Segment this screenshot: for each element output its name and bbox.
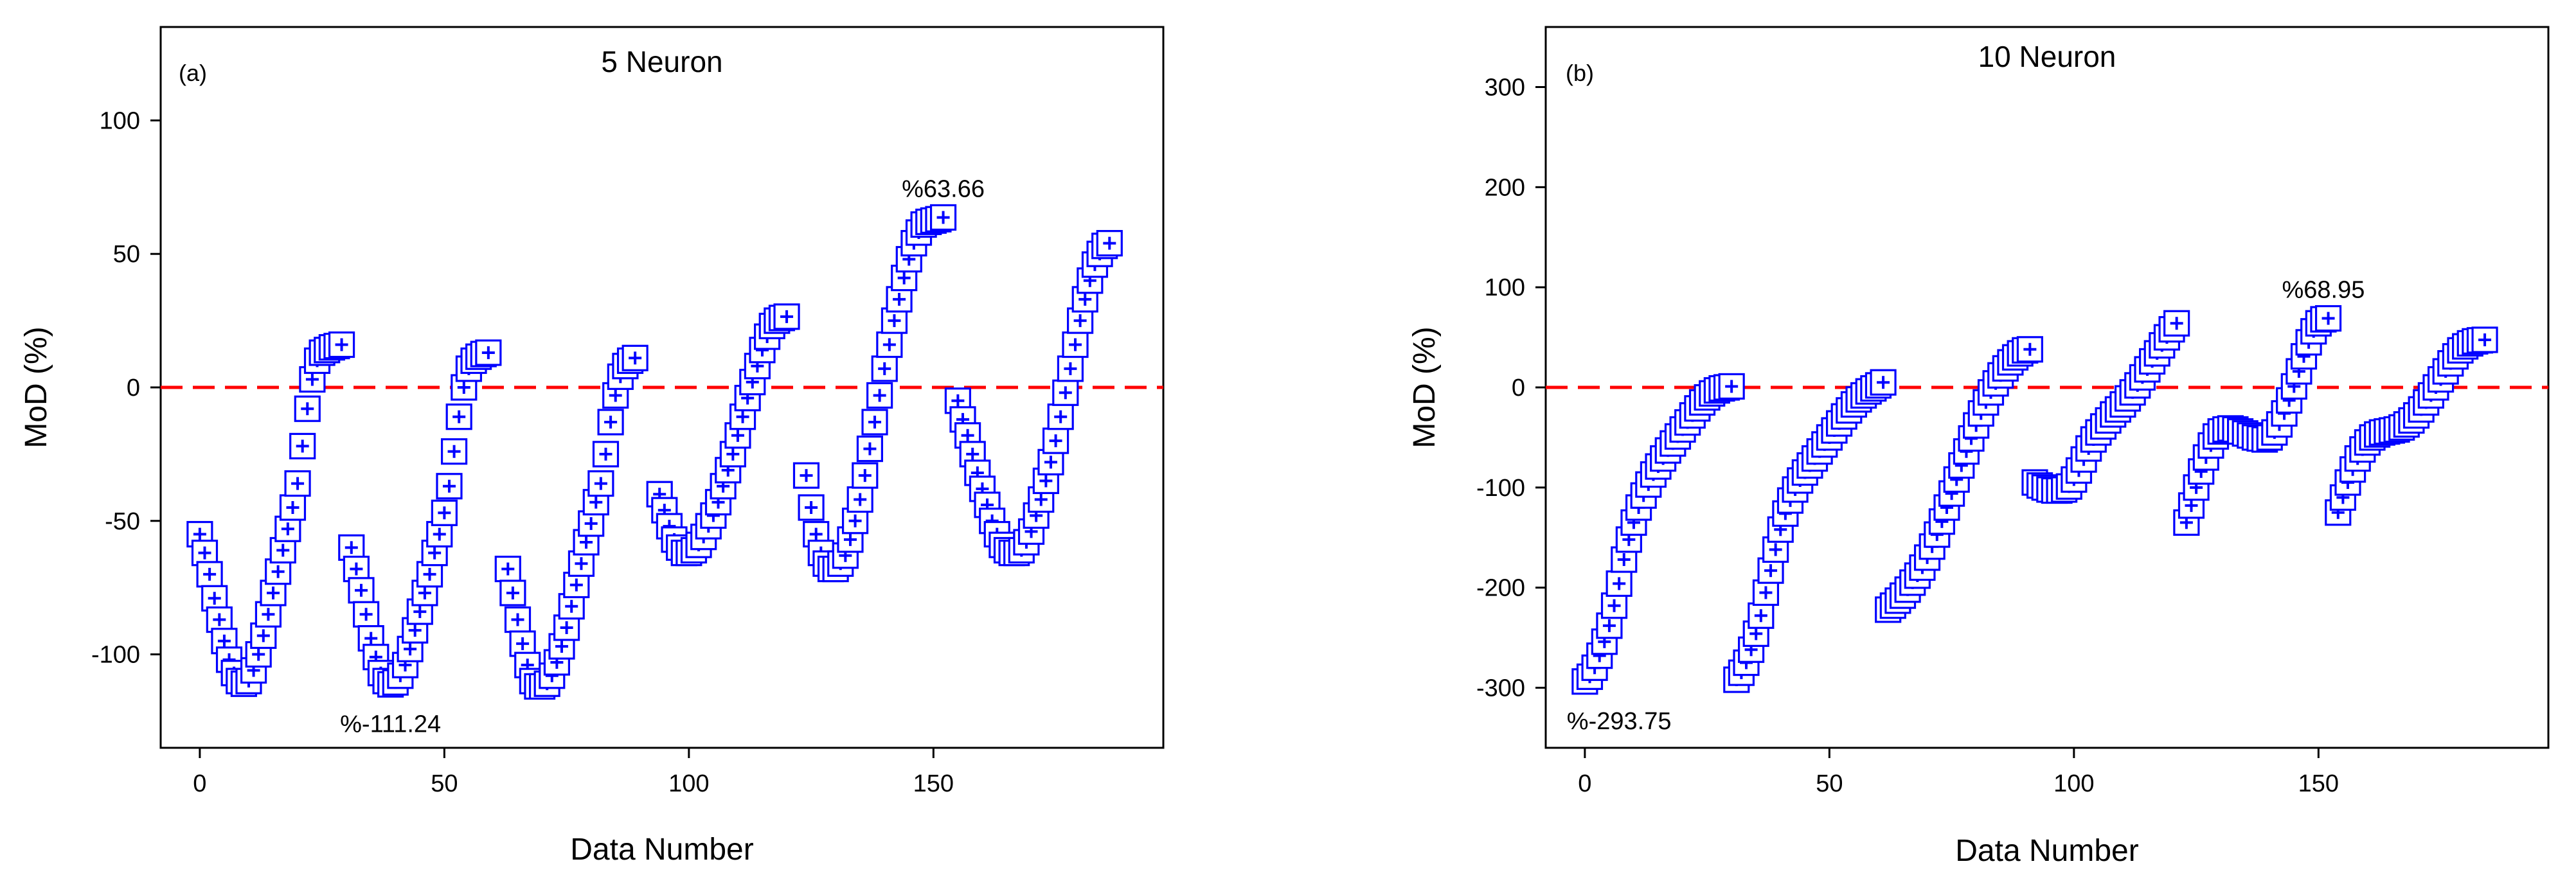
data-point xyxy=(1047,403,1074,430)
data-point xyxy=(353,601,380,628)
data-point xyxy=(861,409,888,436)
data-point xyxy=(1096,230,1123,257)
x-tick-label: 0 xyxy=(193,770,206,797)
extreme-value-annotation: %63.66 xyxy=(902,175,985,202)
extreme-value-annotation: %68.95 xyxy=(2282,277,2365,304)
data-point xyxy=(792,462,820,489)
data-point xyxy=(1752,579,1780,606)
data-point xyxy=(499,579,526,606)
data-point xyxy=(348,577,375,604)
y-tick-label: -100 xyxy=(1476,475,1525,502)
data-point xyxy=(1052,379,1079,406)
y-axis-label: MoD (%) xyxy=(1408,326,1442,448)
data-point xyxy=(494,555,521,583)
data-point xyxy=(2016,336,2043,363)
x-tick-label: 50 xyxy=(431,770,458,797)
data-point xyxy=(876,331,903,358)
data-point xyxy=(597,409,624,436)
data-point xyxy=(798,494,825,521)
data-point xyxy=(504,606,532,633)
x-axis-label: Data Number xyxy=(570,833,753,867)
x-tick-label: 100 xyxy=(668,770,709,797)
data-point xyxy=(929,204,957,231)
data-point xyxy=(2471,326,2498,353)
x-tick-label: 100 xyxy=(2053,770,2094,797)
x-tick-label: 0 xyxy=(1578,770,1591,797)
data-point xyxy=(1042,427,1069,454)
data-point xyxy=(2314,305,2342,332)
y-tick-label: 100 xyxy=(1485,274,1525,301)
x-tick-label: 150 xyxy=(2298,770,2339,797)
data-point xyxy=(328,331,355,358)
panel-a: 0 50 100 150 -100 -50 0 50 100 (a) 5 Neuron Dat… xyxy=(19,26,1165,867)
chart-title: 10 Neuron xyxy=(1978,40,2116,73)
data-point xyxy=(440,438,468,465)
y-tick-label: 0 xyxy=(127,375,140,402)
x-axis-label: Data Number xyxy=(1955,834,2138,868)
data-point xyxy=(1600,592,1628,619)
y-tick-label: 300 xyxy=(1485,75,1525,102)
data-point xyxy=(431,499,458,526)
data-point xyxy=(436,473,463,500)
y-tick-label: -300 xyxy=(1476,675,1525,702)
data-point xyxy=(622,344,648,371)
data-point xyxy=(587,470,614,497)
data-point xyxy=(1870,369,1897,396)
x-tick-label: 150 xyxy=(913,770,954,797)
data-point xyxy=(592,441,620,468)
data-point xyxy=(856,435,884,463)
y-tick-label: 200 xyxy=(1485,174,1525,201)
data-point xyxy=(866,382,893,409)
data-point xyxy=(1748,602,1775,629)
data-point xyxy=(852,462,879,489)
data-point xyxy=(871,355,898,382)
y-axis-label: MoD (%) xyxy=(19,326,53,448)
panel-label: (a) xyxy=(179,60,207,86)
data-point xyxy=(773,303,800,330)
data-point xyxy=(289,432,316,460)
x-tick-label: 50 xyxy=(1816,770,1843,797)
y-tick-label: -100 xyxy=(91,642,140,669)
y-tick-label: 0 xyxy=(1512,375,1525,402)
y-tick-label: -50 xyxy=(105,508,140,535)
data-point xyxy=(846,486,873,513)
data-point xyxy=(196,561,223,588)
data-point xyxy=(1718,373,1745,400)
extreme-value-annotation: %-293.75 xyxy=(1567,708,1672,735)
data-point xyxy=(475,339,502,366)
panel-label: (b) xyxy=(1566,60,1594,86)
panel-b: 0 50 100 150 -300 -200 -100 0 100 200 300 (b) 10 … xyxy=(1408,26,2550,868)
extreme-value-annotation: %-111.24 xyxy=(340,711,441,738)
data-point xyxy=(284,470,311,497)
chart-title: 5 Neuron xyxy=(601,45,722,78)
data-point xyxy=(2163,310,2190,337)
y-tick-label: 50 xyxy=(113,241,140,268)
data-point xyxy=(1057,355,1084,382)
data-point xyxy=(279,494,307,521)
data-point xyxy=(1606,570,1632,597)
data-point xyxy=(294,395,321,422)
data-point xyxy=(1062,331,1089,358)
y-tick-label: 100 xyxy=(100,107,140,134)
data-point xyxy=(445,403,472,430)
y-tick-label: -200 xyxy=(1476,575,1525,602)
